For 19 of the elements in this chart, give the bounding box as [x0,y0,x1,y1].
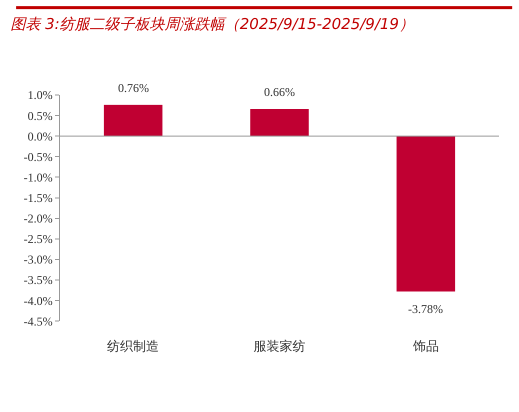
y-tick-label: -2.0% [24,212,53,226]
y-tick-label: -1.5% [24,191,53,205]
y-tick-label: -0.5% [24,150,53,164]
y-tick-label: -2.5% [24,232,53,246]
data-label: 0.66% [264,85,295,99]
y-tick-label: 0.0% [28,129,53,144]
y-tick-label: 1.0% [28,88,53,102]
x-tick-label: 服装家纺 [254,338,306,355]
chart-title: 图表 3:纺服二级子板块周涨跌幅（2025/9/15-2025/9/19） [10,15,414,34]
data-label: 0.76% [118,81,149,95]
x-tick-label: 纺织制造 [107,340,160,355]
y-tick-label: -3.0% [24,252,53,267]
y-tick-label: -3.5% [24,273,53,288]
x-tick-label: 饰品 [412,340,439,355]
y-tick-label: -4.0% [24,294,53,308]
data-label: -3.78% [408,302,443,316]
y-tick-label: -1.0% [24,170,53,184]
y-tick-label: -4.5% [24,314,53,328]
y-tick-label: 0.5% [28,108,53,123]
